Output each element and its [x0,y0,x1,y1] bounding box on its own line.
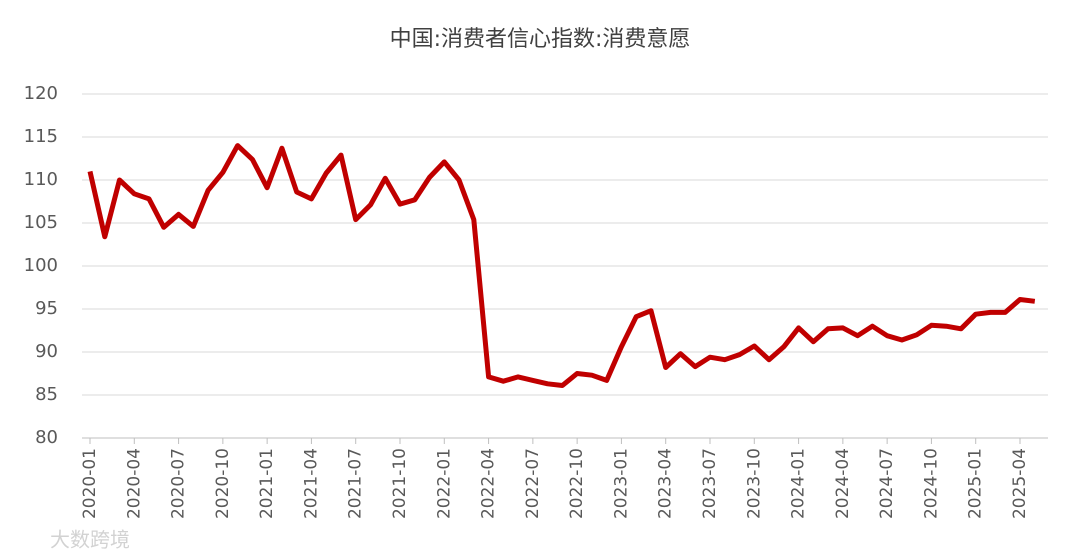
x-tick-label: 2025-04 [1010,448,1030,519]
y-tick-label: 80 [35,427,58,448]
y-tick-label: 100 [24,255,58,276]
y-tick-label: 120 [24,83,58,104]
x-tick-label: 2022-10 [567,448,587,519]
x-tick-label: 2024-04 [833,448,853,519]
x-tick-label: 2022-07 [523,448,543,519]
x-tick-label: 2023-07 [700,448,720,519]
x-tick-label: 2021-07 [346,448,366,519]
x-tick-label: 2020-07 [169,448,189,519]
x-tick-label: 2022-01 [434,448,454,519]
data-line [87,143,1036,388]
watermark: 大数跨境 [50,528,130,552]
x-tick-label: 2023-01 [611,448,631,519]
x-tick-label: 2025-01 [966,448,986,519]
chart-title: 中国:消费者信心指数:消费意愿 [390,27,691,52]
y-tick-label: 85 [35,384,58,405]
y-tick-label: 95 [35,298,58,319]
x-tick-label: 2021-04 [301,448,321,519]
x-tick-label: 2024-07 [877,448,897,519]
x-tick-label: 2024-10 [921,448,941,519]
y-tick-label: 90 [35,341,58,362]
x-tick-label: 2021-01 [257,448,277,519]
x-tick-label: 2020-04 [124,448,144,519]
y-tick-label: 110 [24,169,58,190]
x-tick-label: 2020-01 [80,448,100,519]
x-tick-label: 2020-10 [213,448,233,519]
x-tick-label: 2021-10 [390,448,410,519]
y-tick-label: 105 [24,212,58,233]
x-tick-label: 2024-01 [789,448,809,519]
x-tick-label: 2022-04 [479,448,499,519]
y-tick-label: 115 [24,126,58,147]
x-tick-label: 2023-10 [744,448,764,519]
x-tick-label: 2023-04 [656,448,676,519]
